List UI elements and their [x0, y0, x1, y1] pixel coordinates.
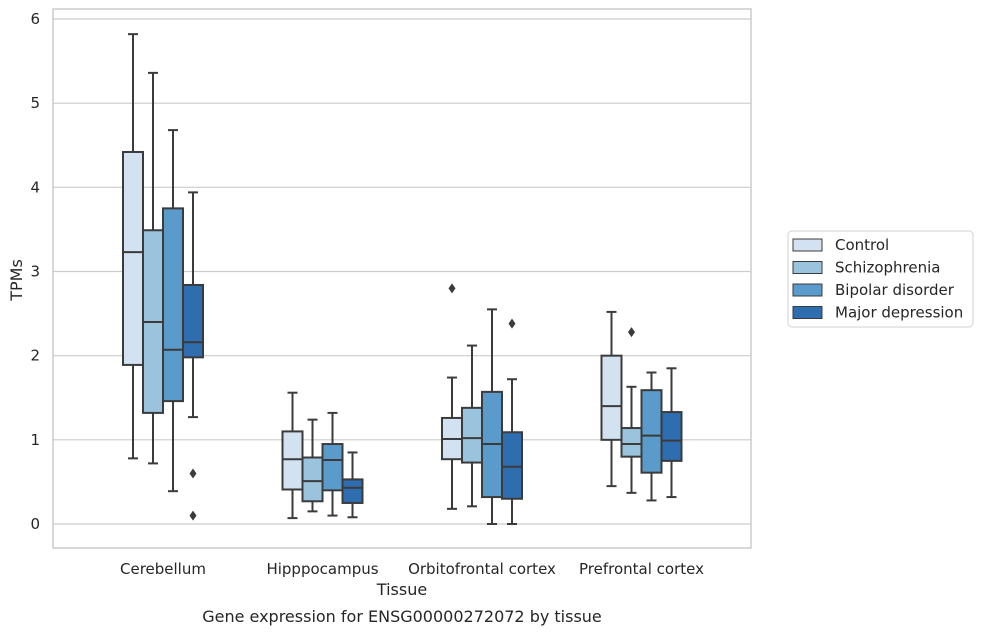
y-tick-label: 5	[30, 94, 40, 112]
legend-label: Control	[835, 236, 889, 254]
box-0-0	[122, 33, 144, 460]
legend-swatch	[792, 238, 823, 252]
box-3-2	[640, 371, 663, 502]
legend-label: Major depression	[835, 304, 963, 322]
box-2-2	[481, 308, 503, 525]
box	[182, 283, 204, 359]
box-groups	[122, 33, 683, 525]
legend-swatch	[792, 283, 823, 297]
y-tick-label: 1	[30, 431, 40, 449]
box-0-3	[182, 191, 204, 521]
box	[321, 443, 344, 492]
x-axis-ticks: Cerebellum Hipppocampus Orbitofrontal cort…	[120, 560, 704, 578]
box	[122, 150, 144, 366]
plot-border	[52, 8, 752, 549]
box	[341, 478, 364, 504]
box-1-0	[281, 391, 304, 520]
box-3-0	[600, 310, 623, 488]
box	[600, 354, 623, 441]
legend: Control Schizophrenia Bipolar disorder Majo…	[787, 230, 974, 328]
box-1-3	[341, 451, 364, 519]
legend-swatch	[792, 306, 823, 319]
outlier-point	[508, 318, 516, 329]
box	[461, 406, 483, 464]
plot-frame	[52, 8, 752, 549]
box-2-0	[441, 283, 463, 510]
box	[281, 430, 304, 491]
outlier-point	[448, 283, 456, 294]
box	[620, 427, 643, 458]
chart-caption: Gene expression for ENSG00000272072 by t…	[202, 607, 602, 626]
box-1-2	[321, 411, 344, 517]
y-tick-label: 2	[30, 347, 40, 365]
box-0-1	[142, 71, 164, 465]
box	[660, 411, 683, 462]
box-2-3	[501, 318, 523, 525]
y-tick-label: 4	[30, 178, 40, 196]
x-tick-label: Hipppocampus	[266, 560, 378, 578]
y-axis-label: TPMs	[7, 259, 26, 302]
x-tick-label: Orbitofrontal cortex	[408, 560, 556, 578]
box-2-1	[461, 344, 483, 508]
x-tick-label: Cerebellum	[120, 560, 206, 578]
box	[162, 207, 184, 403]
y-tick-label: 6	[30, 10, 40, 28]
box	[501, 431, 523, 500]
box-0-2	[162, 129, 184, 493]
legend-swatch	[792, 261, 823, 274]
x-axis-label: Tissue	[376, 580, 427, 599]
outlier-point	[189, 468, 197, 479]
x-tick-label: Prefrontal cortex	[579, 560, 704, 578]
box-3-1	[620, 327, 643, 494]
box	[301, 456, 324, 503]
y-tick-label: 3	[30, 263, 40, 281]
outlier-point	[189, 510, 197, 521]
box-3-3	[660, 367, 683, 499]
legend-label: Bipolar disorder	[835, 281, 955, 299]
outlier-point	[628, 327, 635, 338]
y-axis-ticks: 0 1 2 3 4 5 6	[30, 10, 40, 533]
y-tick-label: 0	[30, 515, 40, 533]
box	[640, 389, 663, 474]
legend-box	[787, 230, 974, 328]
legend-label: Schizophrenia	[835, 259, 940, 277]
box-1-1	[301, 418, 324, 513]
